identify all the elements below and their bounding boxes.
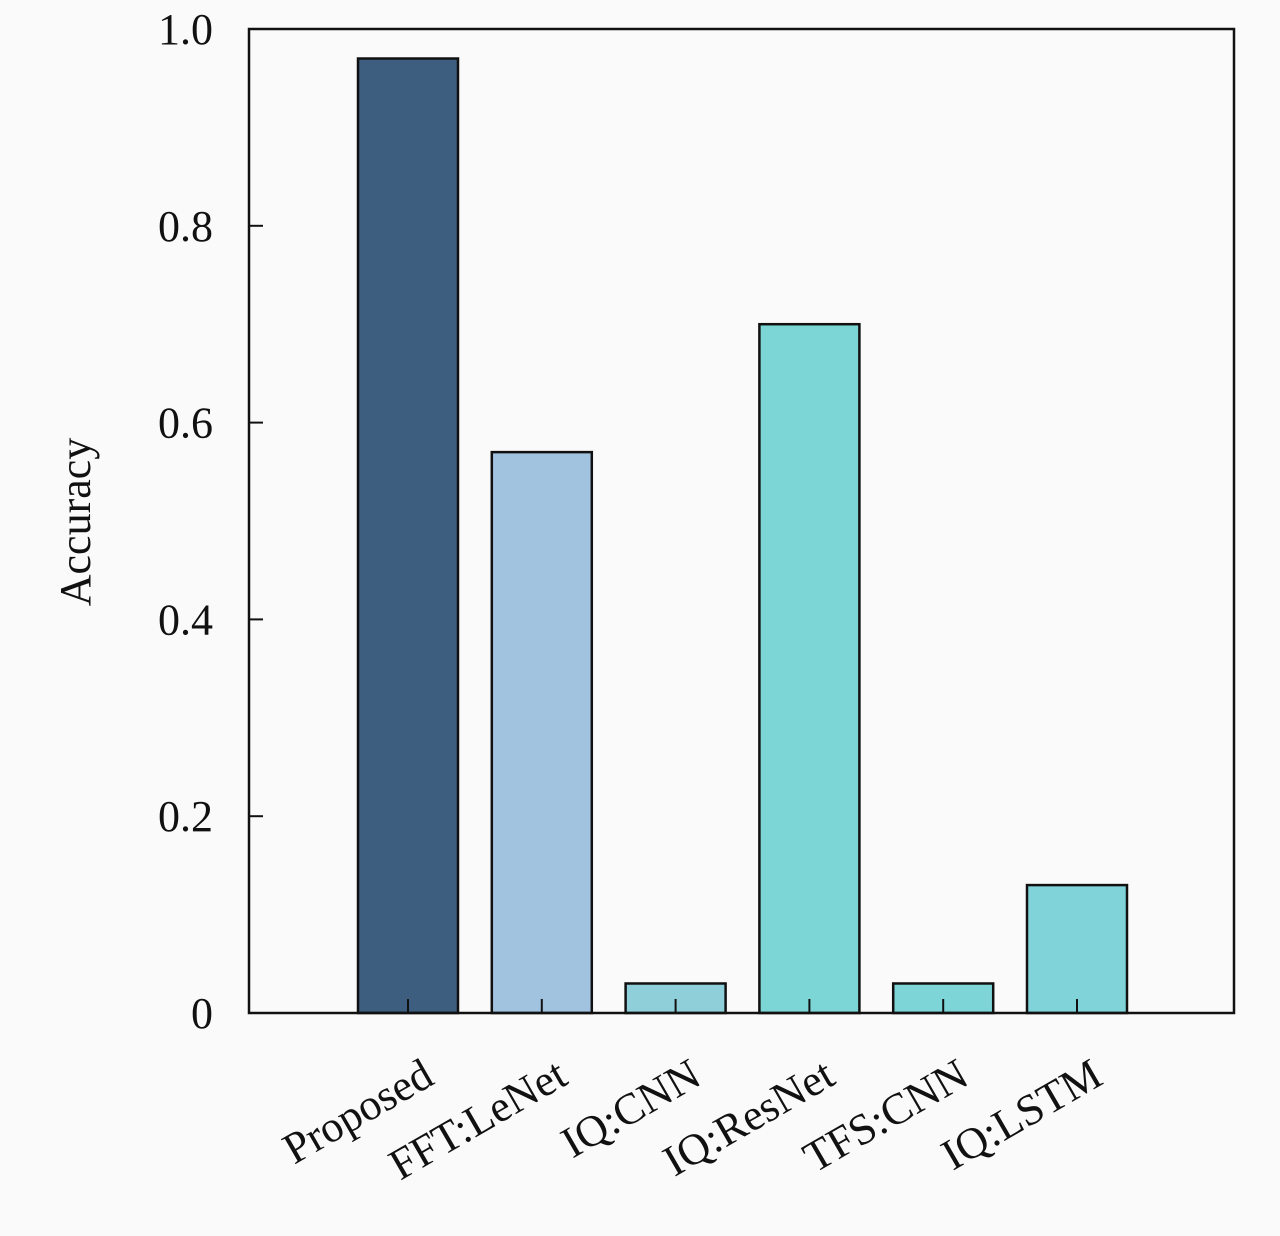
y-axis-label: Accuracy bbox=[51, 438, 100, 607]
bar bbox=[1025, 883, 1129, 1015]
bar bbox=[490, 450, 594, 1015]
bar bbox=[356, 57, 460, 1015]
plot-frame bbox=[247, 27, 1236, 1015]
y-tick-label: 1.0 bbox=[158, 5, 213, 54]
bar bbox=[758, 322, 861, 1015]
y-tick-label: 0.6 bbox=[158, 399, 213, 448]
y-tick-label: 0.4 bbox=[158, 595, 213, 644]
y-tick-label: 0.2 bbox=[158, 792, 213, 841]
y-tick-label: 0 bbox=[191, 989, 213, 1038]
y-tick-label: 0.8 bbox=[158, 202, 213, 251]
